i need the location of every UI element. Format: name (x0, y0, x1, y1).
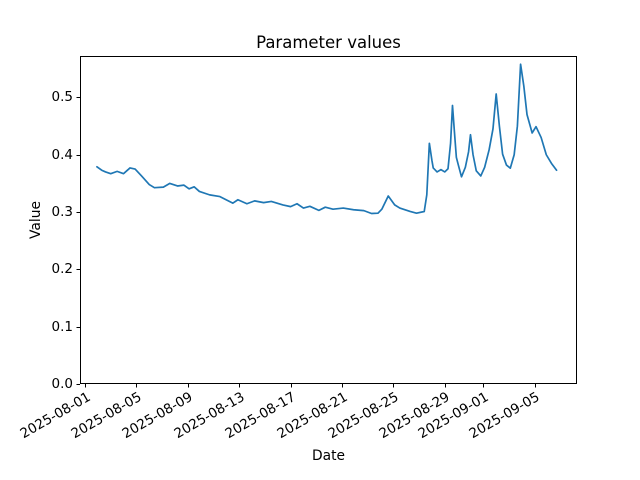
series-line (96, 63, 558, 215)
y-tick-label: 0.0 (51, 376, 73, 392)
chart-title: Parameter values (256, 33, 401, 52)
y-tick-label: 0.1 (51, 318, 73, 335)
y-tick-label: 0.5 (51, 89, 73, 106)
y-axis-label: Value (28, 201, 44, 239)
y-tick-label: 0.2 (51, 261, 73, 278)
axes-frame (80, 56, 577, 384)
y-tick-label: 0.3 (51, 204, 73, 221)
y-tick-label: 0.4 (51, 146, 73, 163)
x-axis-label: Date (312, 448, 345, 464)
